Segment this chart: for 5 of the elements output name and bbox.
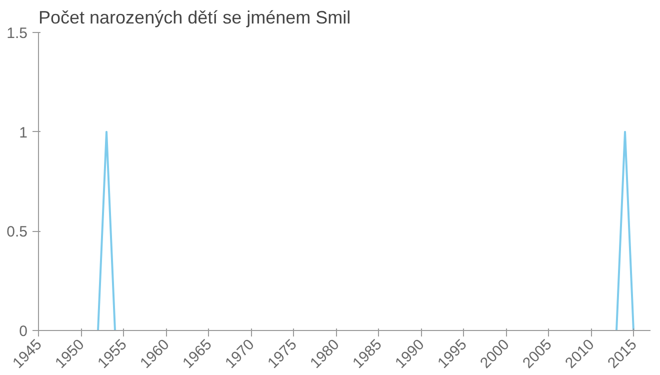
- chart-title: Počet narozených dětí se jménem Smil: [38, 8, 351, 28]
- y-tick-label: 0: [19, 323, 28, 340]
- y-tick-label: 0.5: [6, 224, 28, 241]
- y-tick-label: 1.5: [6, 25, 28, 42]
- y-tick-label: 1: [19, 124, 28, 142]
